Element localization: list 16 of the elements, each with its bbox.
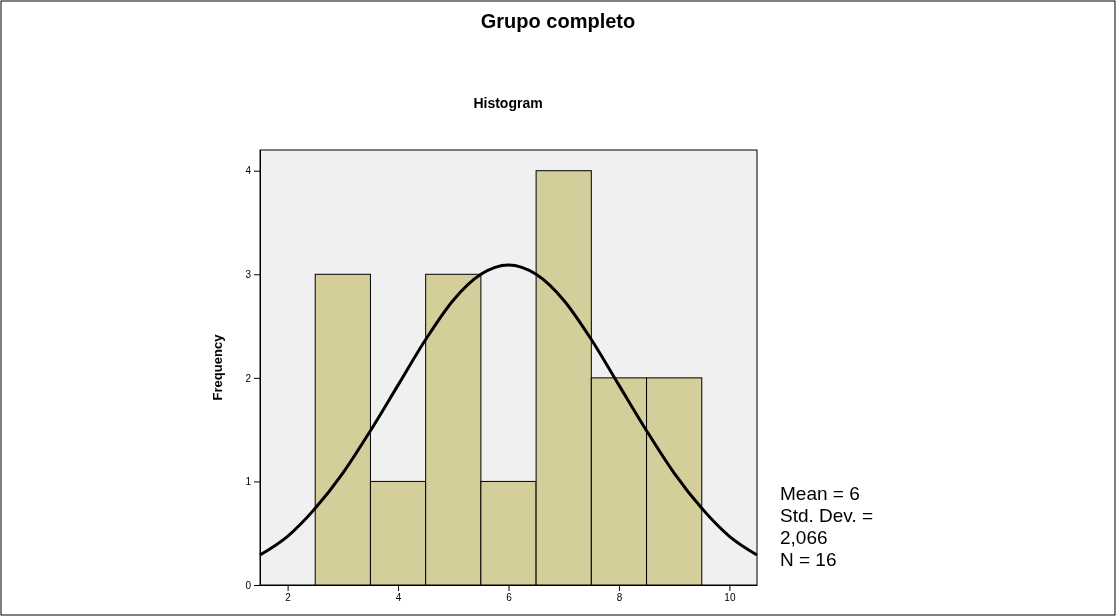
- y-tick-label: 3: [245, 268, 252, 280]
- x-tick-label: 6: [506, 592, 513, 604]
- x-tick-label: 4: [395, 592, 402, 604]
- y-axis-title: Frequency: [210, 333, 225, 401]
- chart-subtitle: Histogram: [473, 95, 543, 111]
- text: N = 16: [780, 549, 837, 570]
- x-tick-label: 2: [285, 592, 292, 604]
- y-tick-label: 0: [245, 579, 252, 591]
- text: Std. Dev. = 2,066: [780, 505, 874, 548]
- x-tick-label: 8: [616, 592, 623, 604]
- x-tick-label: 10: [724, 592, 736, 604]
- y-tick-label: 1: [245, 476, 252, 488]
- y-tick-label: 2: [245, 372, 252, 384]
- chart-title: Grupo completo: [480, 10, 636, 32]
- text: Mean = 6: [780, 483, 860, 504]
- y-tick-label: 4: [245, 165, 252, 177]
